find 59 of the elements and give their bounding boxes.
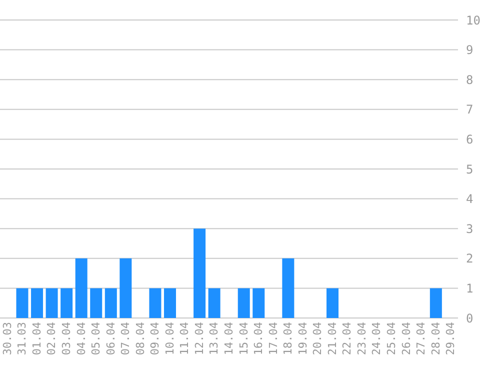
x-tick-label: 27.04 — [414, 322, 428, 356]
x-tick-label: 23.04 — [355, 322, 368, 356]
y-tick-label: 10 — [466, 13, 480, 28]
x-tick-label: 08.04 — [134, 322, 147, 356]
y-tick-label: 4 — [466, 192, 474, 206]
bar — [194, 228, 206, 318]
y-tick-label: 7 — [466, 102, 474, 117]
y-tick-label: 1 — [466, 281, 474, 296]
bar — [326, 288, 339, 318]
x-tick-label: 26.04 — [400, 322, 413, 356]
bar — [208, 288, 220, 318]
bar — [238, 288, 250, 318]
bar — [430, 288, 442, 318]
x-tick-label: 22.04 — [340, 322, 354, 356]
bar — [46, 288, 58, 318]
bar — [120, 258, 132, 318]
x-tick-label: 04.04 — [74, 322, 88, 356]
x-tick-label: 21.04 — [326, 322, 339, 356]
x-tick-label: 19.04 — [296, 322, 310, 356]
x-tick-label: 01.04 — [30, 322, 44, 356]
x-tick-label: 20.04 — [311, 322, 324, 356]
bar — [282, 258, 294, 318]
bar — [16, 288, 28, 318]
x-tick-label: 28.04 — [429, 322, 442, 356]
x-tick-label: 10.04 — [163, 322, 176, 356]
bar — [75, 258, 88, 318]
x-tick-label: 17.04 — [266, 322, 280, 356]
bar — [252, 288, 265, 318]
y-tick-label: 2 — [466, 252, 474, 266]
bar — [149, 288, 162, 318]
x-tick-label: 03.04 — [60, 322, 73, 356]
x-tick-label: 06.04 — [104, 322, 118, 356]
x-tick-label: 09.04 — [148, 322, 162, 356]
x-tick-label: 29.04 — [444, 322, 458, 356]
x-tick-label: 25.04 — [385, 322, 398, 356]
x-tick-label: 02.04 — [45, 322, 58, 356]
x-tick-label: 07.04 — [119, 322, 132, 356]
x-tick-label: 11.04 — [178, 322, 192, 356]
bar — [164, 288, 176, 318]
y-tick-label: 5 — [466, 162, 474, 176]
y-tick-label: 8 — [466, 72, 474, 87]
x-tick-label: 31.03 — [16, 322, 29, 356]
bar — [31, 288, 44, 318]
x-tick-label: 15.04 — [237, 322, 250, 356]
x-tick-label: 13.04 — [208, 322, 221, 356]
y-tick-label: 9 — [466, 43, 474, 58]
bar — [90, 288, 102, 318]
y-tick-label: 0 — [466, 311, 474, 326]
x-tick-label: 16.04 — [252, 322, 266, 356]
x-tick-label: 18.04 — [282, 322, 295, 356]
bar — [104, 288, 117, 318]
x-tick-label: 14.04 — [222, 322, 236, 356]
bar — [60, 288, 73, 318]
x-tick-label: 12.04 — [192, 322, 206, 356]
y-tick-label: 6 — [466, 132, 474, 146]
x-tick-label: 24.04 — [370, 322, 384, 356]
x-tick-label: 05.04 — [90, 322, 103, 356]
y-tick-label: 3 — [466, 222, 474, 236]
x-tick-label: 30.03 — [0, 322, 14, 356]
